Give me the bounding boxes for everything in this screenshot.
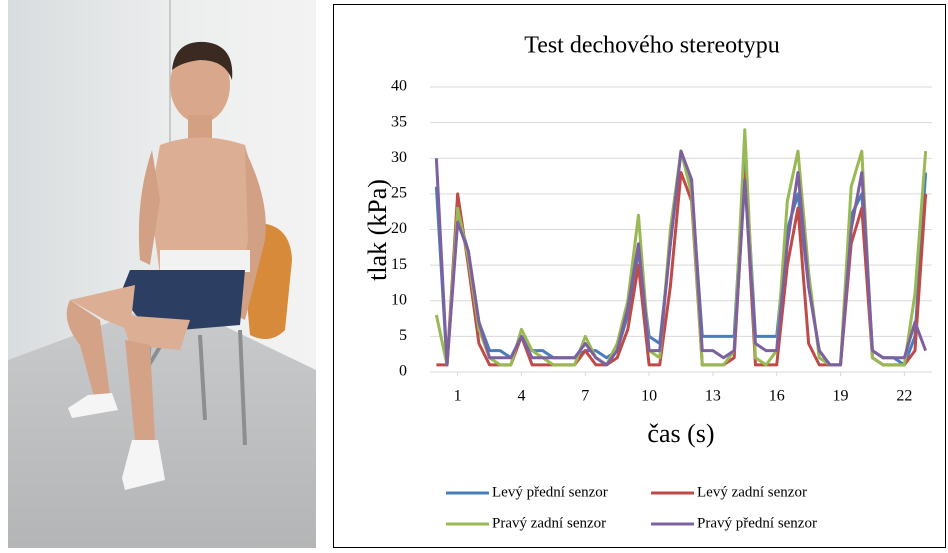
photo xyxy=(8,0,316,548)
shin-left xyxy=(66,300,110,400)
x-tick-label: 22 xyxy=(896,388,912,405)
sock-left xyxy=(68,393,118,418)
legend-label: Levý zadní senzor xyxy=(697,484,807,500)
y-tick-label: 40 xyxy=(391,78,407,95)
y-tick-label: 15 xyxy=(391,256,407,273)
chart-title: Test dechového stereotypu xyxy=(524,33,780,59)
shin-right xyxy=(125,340,155,440)
thigh-left xyxy=(70,285,135,330)
x-tick-label: 10 xyxy=(641,388,657,405)
neck xyxy=(188,115,212,140)
torso xyxy=(150,137,260,275)
data-line xyxy=(434,149,928,367)
sock-right xyxy=(122,440,165,490)
head xyxy=(170,47,230,123)
y-tick-label: 30 xyxy=(391,149,407,166)
x-axis-label: čas (s) xyxy=(647,419,714,448)
y-axis-label: tlak (kPa) xyxy=(363,179,392,281)
x-tick-label: 7 xyxy=(581,388,589,405)
belt xyxy=(160,250,250,272)
thigh-right xyxy=(120,315,190,350)
x-tick-label: 4 xyxy=(517,388,525,405)
y-tick-label: 0 xyxy=(399,363,407,380)
plot-area: 0 5 10 15 20 25 30 35 40 1 4 7 10 13 16 19 22 xyxy=(391,78,932,405)
legend-label: Pravý zadní senzor xyxy=(492,515,606,531)
y-tick-label: 35 xyxy=(391,113,407,130)
arm-left xyxy=(138,150,160,265)
legend-label: Levý přední senzor xyxy=(492,484,608,500)
x-tick-label: 16 xyxy=(769,388,785,405)
y-tick-label: 20 xyxy=(391,220,407,237)
y-tick-label: 25 xyxy=(391,185,407,202)
legend: Levý přední senzor Levý zadní senzor Pravý… xyxy=(446,484,817,531)
x-tick-label: 19 xyxy=(833,388,849,405)
x-tick-label: 1 xyxy=(454,388,462,405)
legend-label: Pravý přední senzor xyxy=(697,515,817,531)
shorts xyxy=(120,270,245,330)
y-tick-label: 10 xyxy=(391,291,407,308)
y-tick-label: 5 xyxy=(399,327,407,344)
x-tick-label: 13 xyxy=(705,388,721,405)
hair xyxy=(172,41,233,80)
